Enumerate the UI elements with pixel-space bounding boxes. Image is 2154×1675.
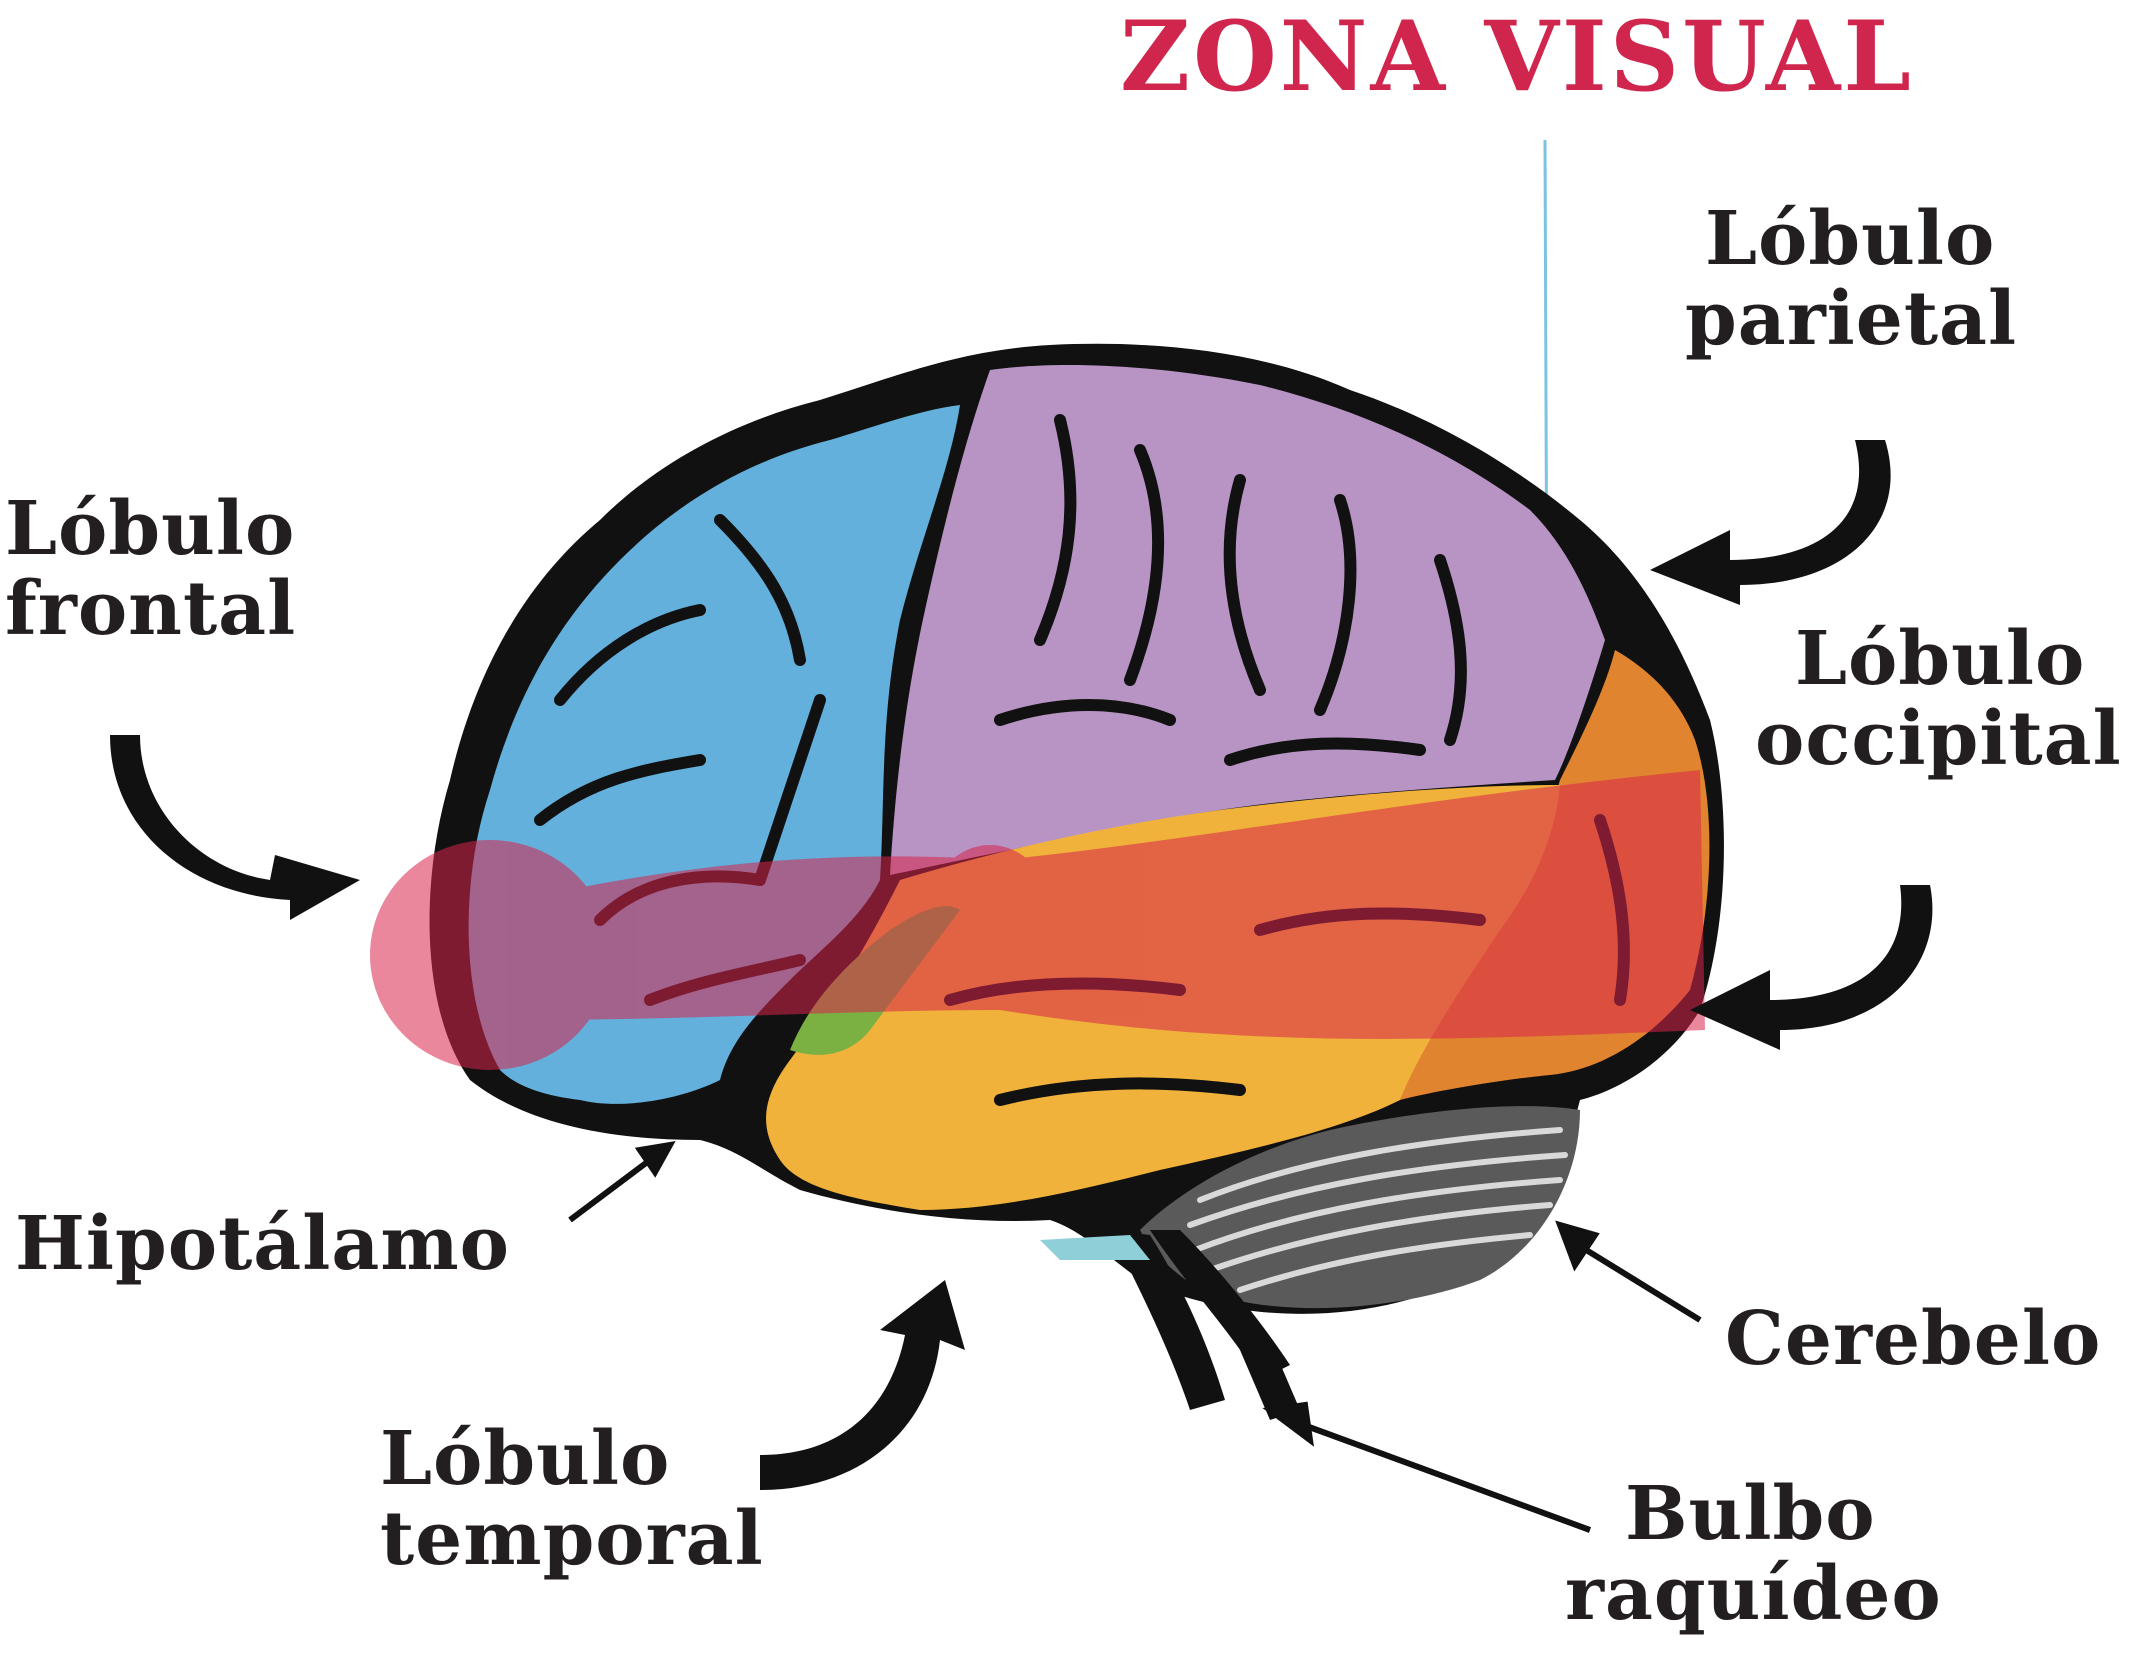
label-frontal-line1: Lóbulo xyxy=(5,486,296,572)
label-lobulo-occipital: Lóbulo occipital xyxy=(1755,616,2122,782)
brainstem-3 xyxy=(1240,1340,1300,1420)
cerebellum-stripes xyxy=(1187,1127,1568,1293)
label-temporal-line2: temporal xyxy=(380,1495,764,1582)
label-lobulo-frontal: Lóbulo frontal xyxy=(5,486,297,652)
visual-pathway xyxy=(370,770,1705,1070)
label-cerebelo: Cerebelo xyxy=(1725,1296,2102,1382)
brainstem-light xyxy=(1040,1235,1150,1260)
brainstem xyxy=(1110,1230,1225,1410)
label-lobulo-temporal: Lóbulo temporal xyxy=(380,1416,764,1582)
optic-tract xyxy=(520,770,1705,1039)
label-parietal-line2: parietal xyxy=(1685,275,2018,362)
straight-arrow-icon xyxy=(568,1141,1702,1533)
label-bulbo-line1: Bulbo xyxy=(1625,1471,1876,1557)
label-occipital-line2: occipital xyxy=(1755,695,2122,782)
label-lobulo-parietal: Lóbulo parietal xyxy=(1685,196,2018,362)
label-hipotalamo: Hipotálamo xyxy=(15,1201,510,1287)
label-parietal-line1: Lóbulo xyxy=(1705,196,1996,282)
label-bulbo-line2: raquídeo xyxy=(1565,1550,1942,1637)
zona-visual-title: ZONA VISUAL xyxy=(1120,0,1914,113)
brainstem-2 xyxy=(1150,1230,1290,1380)
label-frontal-line2: frontal xyxy=(5,565,297,652)
label-occipital-line1: Lóbulo xyxy=(1795,616,2086,702)
label-bulbo-raquideo: Bulbo raquídeo xyxy=(1565,1471,1942,1637)
curved-arrow-icon xyxy=(110,440,1933,1490)
label-temporal-line1: Lóbulo xyxy=(380,1416,671,1502)
